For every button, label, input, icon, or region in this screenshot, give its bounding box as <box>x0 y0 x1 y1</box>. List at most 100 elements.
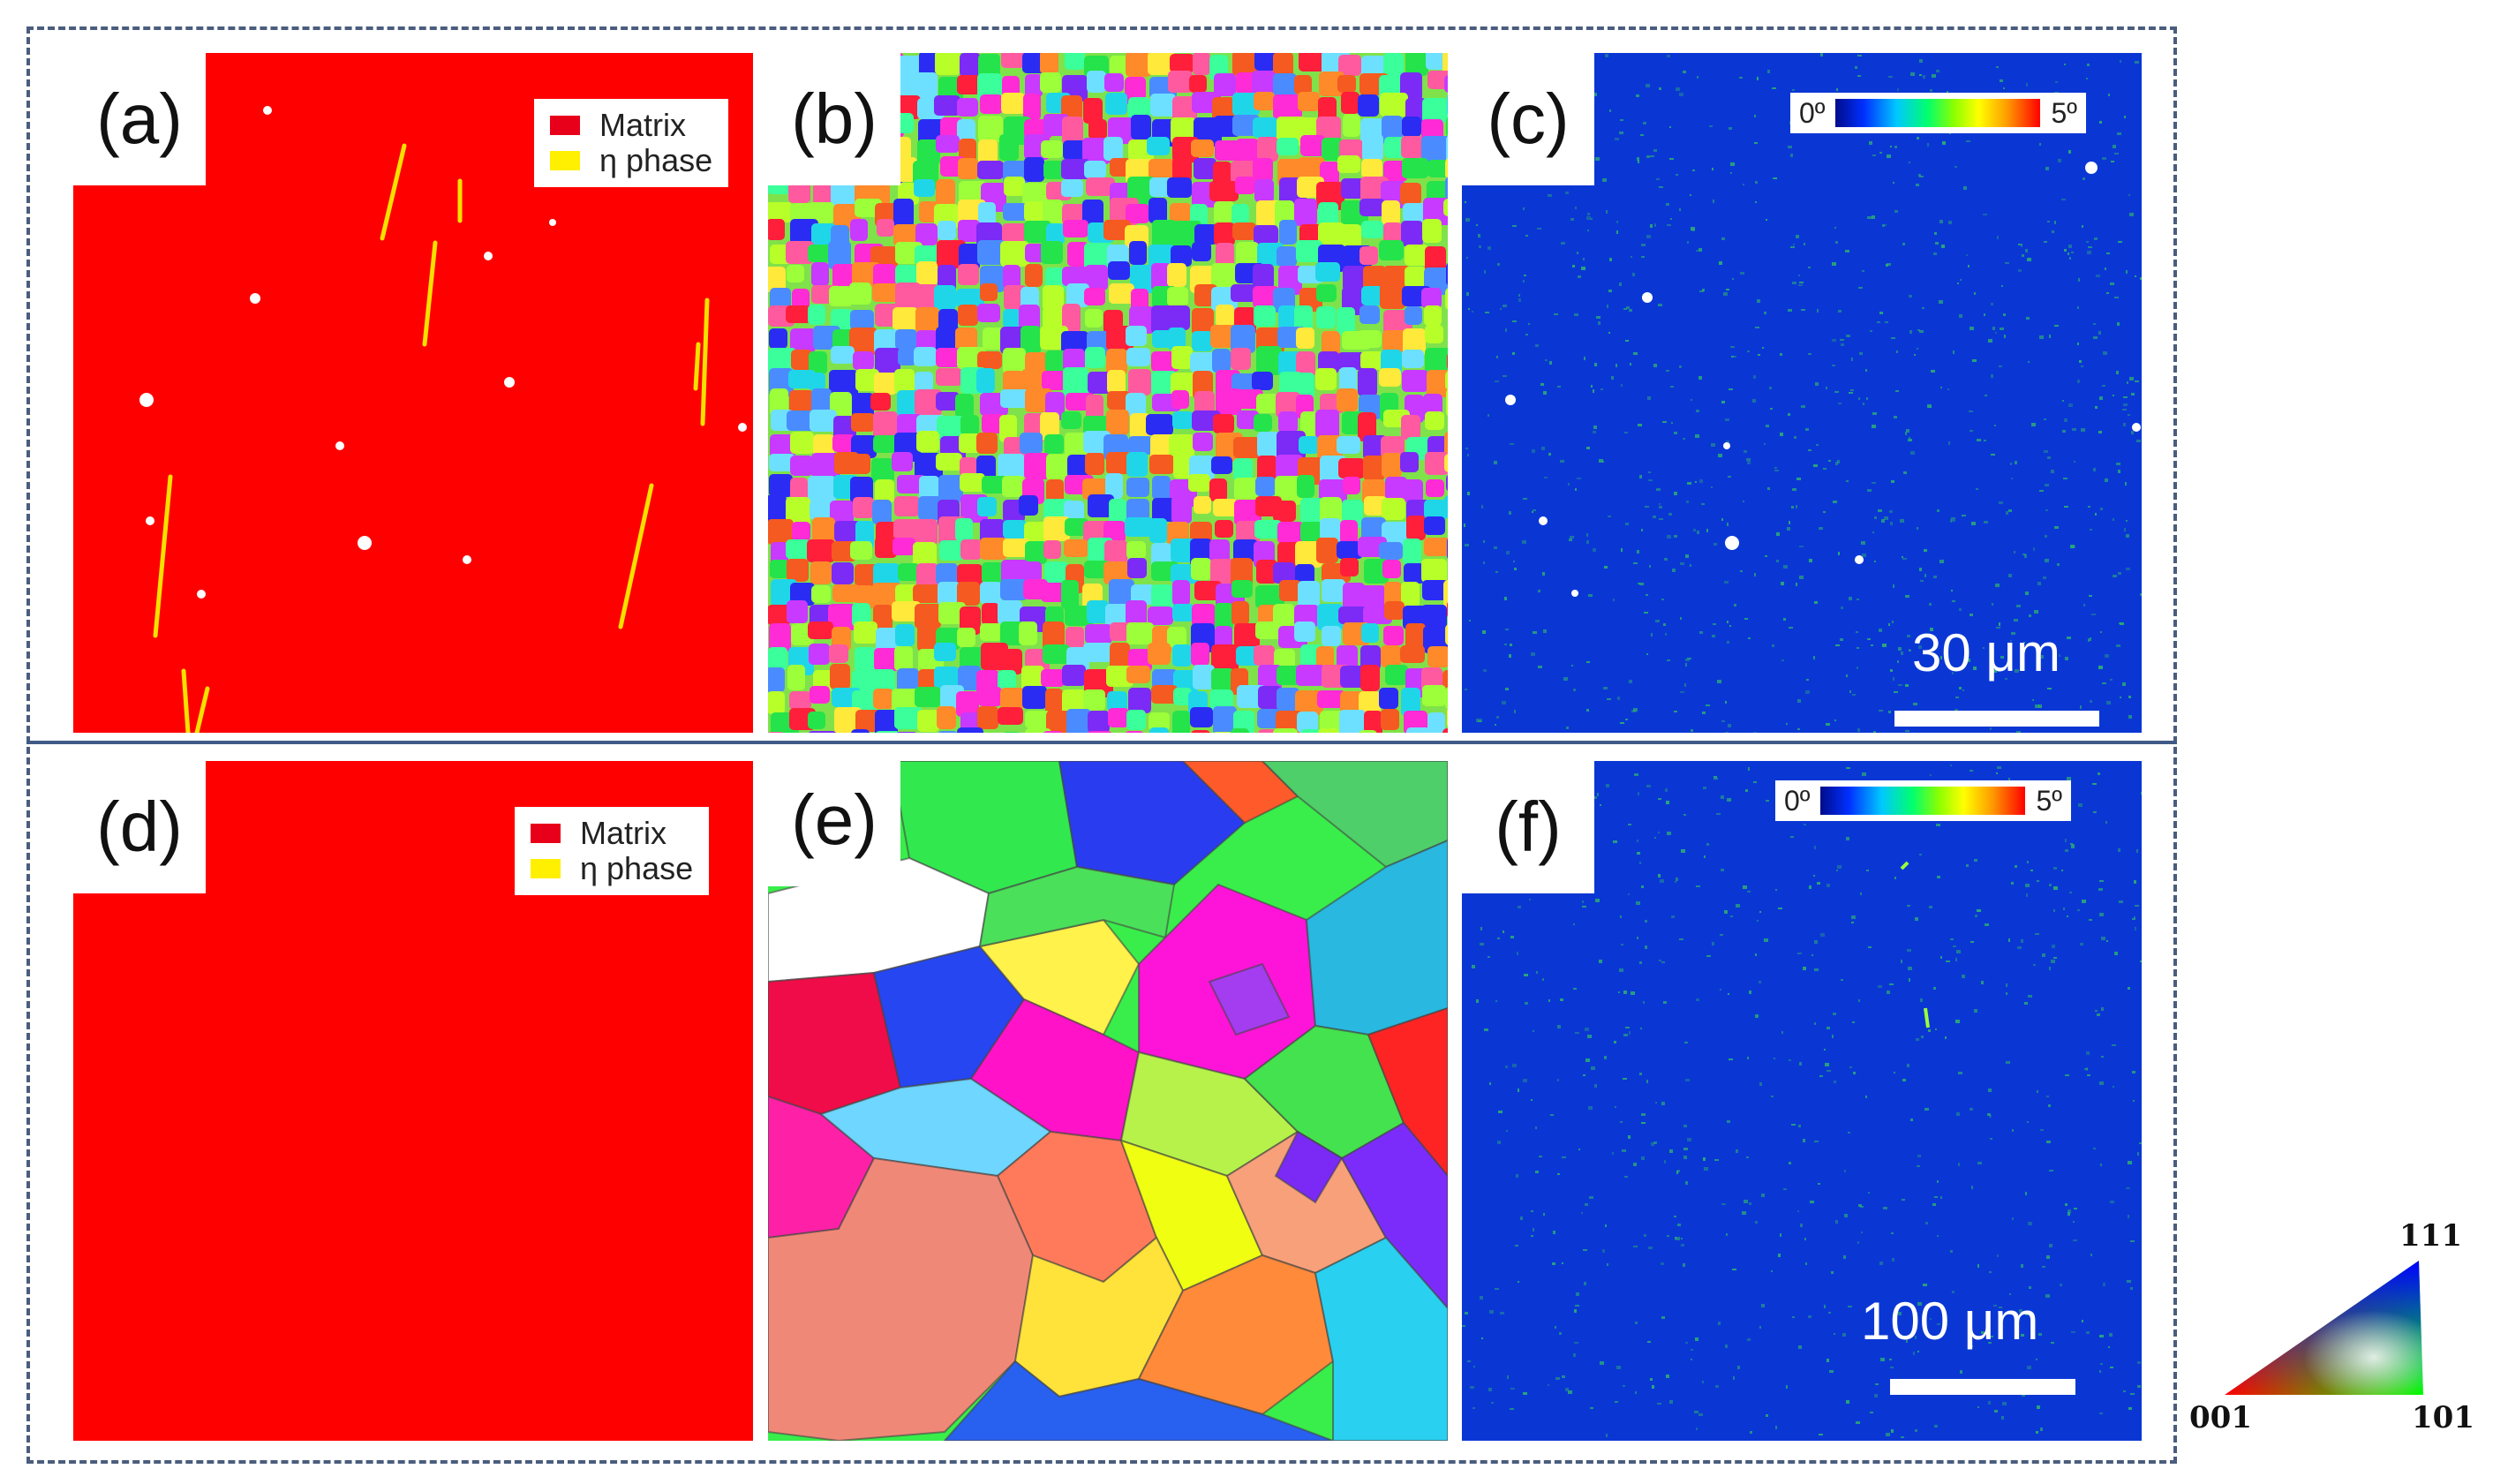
kam-speck <box>2118 572 2121 575</box>
kam-speck <box>1622 1149 1626 1152</box>
kam-speck <box>2131 393 2135 395</box>
kam-speck <box>1498 1111 1503 1113</box>
grain <box>914 347 937 366</box>
kam-speck <box>1959 608 1962 611</box>
grain <box>1021 326 1041 355</box>
kam-speck <box>2019 1309 2022 1313</box>
kam-speck <box>1533 1228 1534 1232</box>
grain <box>1004 177 1025 196</box>
grain <box>914 284 939 313</box>
kam-speck <box>1787 527 1790 531</box>
kam-speck <box>1997 1254 1999 1257</box>
kam-speck <box>1944 1311 1947 1314</box>
grain <box>977 497 997 516</box>
kam-speck <box>1766 425 1769 427</box>
grain <box>1446 136 1448 163</box>
grain <box>770 560 789 578</box>
kam-speck <box>2089 595 2092 597</box>
kam-speck <box>1936 824 1940 826</box>
grain <box>1447 539 1448 559</box>
grain <box>1298 117 1320 135</box>
kam-speck <box>1552 1262 1555 1265</box>
grain <box>956 691 979 717</box>
kam-speck <box>1654 223 1656 227</box>
kam-speck <box>1637 840 1638 842</box>
grain <box>917 710 939 732</box>
kam-speck <box>1813 656 1815 659</box>
grain <box>1442 53 1448 74</box>
grain <box>849 454 870 474</box>
kam-speck <box>1478 720 1481 722</box>
grain <box>1172 644 1192 667</box>
grain <box>1147 137 1170 155</box>
kam-speck <box>1843 1255 1846 1259</box>
kam-speck <box>2008 509 2012 512</box>
grain <box>808 373 825 390</box>
kam-speck <box>1714 1159 1719 1161</box>
kam-speck <box>1917 1351 1919 1352</box>
kam-speck <box>1968 659 1970 662</box>
kam-speck <box>1858 397 1860 400</box>
kam-speck <box>1473 1366 1475 1367</box>
kam-speck <box>1641 885 1644 888</box>
kam-speck <box>1620 119 1623 121</box>
grain <box>1087 600 1109 623</box>
kam-speck <box>1755 327 1759 328</box>
kam-speck <box>1625 1027 1630 1028</box>
kam-speck <box>1992 603 1993 606</box>
grain <box>914 179 935 197</box>
kam-speck <box>1789 521 1790 524</box>
kam-speck <box>2067 1212 2070 1216</box>
kam-speck <box>2117 132 2121 135</box>
kam-speck <box>2018 244 2022 245</box>
kam-speck <box>2117 322 2120 326</box>
grain <box>913 584 941 603</box>
kam-speck <box>1634 773 1638 776</box>
grain <box>1107 691 1127 712</box>
kam-speck <box>1540 383 1544 386</box>
kam-speck <box>1918 174 1921 177</box>
kam-speck <box>1927 404 1932 408</box>
kam-speck <box>1917 1155 1921 1157</box>
kam-speck <box>1505 629 1509 630</box>
kam-speck <box>1605 54 1608 57</box>
kam-speck <box>1954 166 1957 168</box>
grain <box>957 628 975 647</box>
kam-speck <box>1780 1233 1781 1237</box>
grain <box>1088 494 1114 517</box>
grain <box>1088 731 1111 733</box>
kam-speck <box>1984 521 1988 524</box>
kam-speck <box>2118 470 2120 473</box>
kam-speck <box>1562 1375 1565 1378</box>
kam-speck <box>1587 213 1590 215</box>
kam-speck <box>1783 1188 1787 1190</box>
kam-speck <box>1893 677 1894 681</box>
grain <box>1231 348 1251 370</box>
grain <box>1358 330 1382 348</box>
kam-speck <box>2043 576 2046 579</box>
kam-speck <box>1824 1049 1826 1051</box>
kam-speck <box>1467 1360 1471 1362</box>
grain <box>894 496 920 516</box>
grain <box>875 710 898 733</box>
grain <box>1402 158 1428 178</box>
kam-speck <box>1691 1359 1692 1360</box>
kam-speck <box>1810 1201 1814 1203</box>
kam-speck <box>1535 344 1539 347</box>
kam-speck <box>1613 840 1617 843</box>
kam-speck <box>2078 803 2083 807</box>
kam-speck <box>1561 242 1565 245</box>
kam-speck <box>1510 1408 1514 1410</box>
kam-speck <box>1599 960 1602 963</box>
kam-speck <box>1633 708 1638 712</box>
scale-bar <box>1894 711 2099 727</box>
grain <box>1109 283 1134 304</box>
grain <box>809 202 834 223</box>
kam-speck <box>2025 1192 2027 1195</box>
scale-bar <box>1890 1379 2075 1395</box>
grain <box>768 667 785 692</box>
kam-speck <box>1661 599 1664 600</box>
kam-speck <box>1816 444 1819 446</box>
grain <box>1358 368 1377 396</box>
grain <box>1401 221 1423 246</box>
